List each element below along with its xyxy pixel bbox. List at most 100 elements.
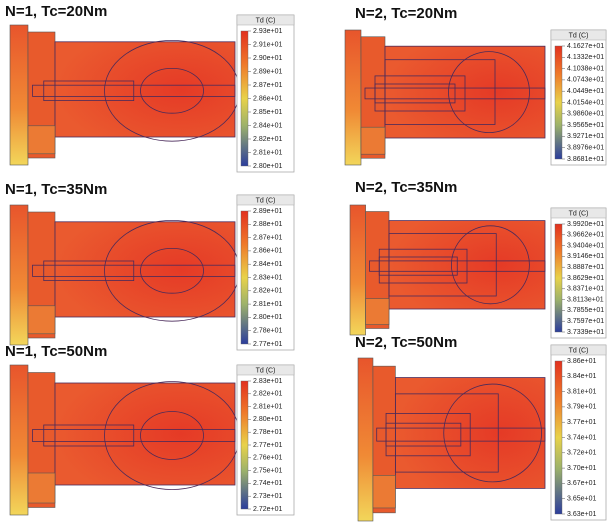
tick-label: 2.82e+01	[253, 136, 282, 143]
tick-label: 2.78e+01	[253, 429, 282, 436]
tick-label: 2.90e+01	[253, 55, 282, 62]
tick-label: 2.83e+01	[253, 378, 282, 385]
tick-label: 2.86e+01	[253, 248, 282, 255]
tick-label: 2.77e+01	[253, 442, 282, 449]
tick-label: 2.73e+01	[253, 493, 282, 500]
tick-label: 3.72e+01	[567, 450, 596, 457]
tick-label: 3.77e+01	[567, 419, 596, 426]
tick-label: 3.67e+01	[567, 480, 596, 487]
panel-title: N=2, Tc=20Nm	[355, 5, 457, 22]
color-scale	[555, 361, 562, 514]
lower-part	[28, 306, 55, 334]
color-scale	[555, 224, 562, 332]
tick-label: 3.9146e+01	[567, 253, 604, 260]
legend-title: Td (C)	[569, 210, 589, 217]
simulation-image	[350, 205, 545, 335]
colorbar-legend: Td (C) 2.93e+01 2.91e+01 2.90e+01 2.89e+01 2.…	[237, 15, 294, 172]
tick-label: 3.9404e+01	[567, 242, 604, 249]
field	[55, 222, 235, 317]
tick-label: 2.78e+01	[253, 328, 282, 335]
tick-label: 3.8113e+01	[567, 296, 604, 303]
tick-label: 3.63e+01	[567, 511, 596, 518]
tick-label: 2.89e+01	[253, 68, 282, 75]
tick-label: 3.79e+01	[567, 404, 596, 411]
tick-label: 2.77e+01	[253, 341, 282, 348]
tick-label: 4.0743e+01	[567, 77, 604, 84]
legend-title: Td (C)	[256, 17, 276, 24]
tick-label: 2.74e+01	[253, 480, 282, 487]
tick-label: 2.75e+01	[253, 467, 282, 474]
tick-label: 3.7855e+01	[567, 307, 604, 314]
panel-title: N=2, Tc=50Nm	[355, 334, 457, 351]
lower-part	[28, 473, 55, 503]
tick-label: 2.87e+01	[253, 82, 282, 89]
panel-title: N=2, Tc=35Nm	[355, 179, 457, 196]
left-strip	[10, 25, 28, 165]
tick-label: 2.82e+01	[253, 288, 282, 295]
tick-label: 3.81e+01	[567, 388, 596, 395]
tick-label: 3.84e+01	[567, 373, 596, 380]
panel-title: N=1, Tc=20Nm	[5, 3, 107, 20]
tick-label: 2.87e+01	[253, 234, 282, 241]
color-scale	[241, 381, 248, 509]
tick-label: 3.9860e+01	[567, 111, 604, 118]
simulation-image	[10, 365, 240, 515]
left-strip	[350, 205, 366, 335]
tick-label: 3.9271e+01	[567, 133, 604, 140]
tick-label: 4.1332e+01	[567, 54, 604, 61]
tick-label: 4.0154e+01	[567, 99, 604, 106]
tick-label: 2.80e+01	[253, 416, 282, 423]
tick-label: 2.72e+01	[253, 506, 282, 513]
color-scale	[555, 46, 562, 159]
figure: N=1, Tc=20Nm Td (C) 2.93e+01 2.91e+01 2.90e+…	[0, 0, 608, 522]
field	[55, 42, 235, 137]
field	[55, 383, 235, 485]
tick-label: 2.85e+01	[253, 109, 282, 116]
tick-label: 2.80e+01	[253, 163, 282, 170]
tick-label: 2.84e+01	[253, 261, 282, 268]
left-strip	[345, 30, 361, 165]
tick-label: 3.8629e+01	[567, 275, 604, 282]
color-scale	[241, 31, 248, 166]
tick-label: 2.76e+01	[253, 455, 282, 462]
tick-label: 2.88e+01	[253, 221, 282, 228]
tick-label: 3.74e+01	[567, 434, 596, 441]
tick-label: 2.93e+01	[253, 28, 282, 35]
tick-label: 3.8681e+01	[567, 156, 604, 163]
legend-title: Td (C)	[256, 197, 276, 204]
tick-label: 4.0449e+01	[567, 88, 604, 95]
simulation-image	[10, 25, 240, 165]
tick-label: 2.83e+01	[253, 274, 282, 281]
tick-label: 3.9662e+01	[567, 232, 604, 239]
simulation-image	[358, 358, 545, 521]
tick-label: 3.8887e+01	[567, 264, 604, 271]
tick-label: 3.9565e+01	[567, 122, 604, 129]
tick-label: 3.7339e+01	[567, 329, 604, 336]
simulation-image	[10, 205, 240, 345]
colorbar-legend: Td (C)3.9920e+013.9662e+013.9404e+013.91…	[551, 208, 606, 338]
tick-label: 4.1627e+01	[567, 43, 604, 50]
colorbar-legend: Td (C)4.1627e+014.1332e+014.1038e+014.07…	[551, 30, 606, 165]
tick-label: 3.86e+01	[567, 358, 596, 365]
lower-part	[366, 299, 389, 325]
lower-part	[373, 475, 395, 508]
tick-label: 3.8976e+01	[567, 145, 604, 152]
tick-label: 3.65e+01	[567, 496, 596, 503]
legend-title: Td (C)	[569, 347, 589, 354]
colorbar-legend: Td (C) 3.86e+01 3.84e+01 3.81e+01 3.79e+01 3.…	[551, 345, 606, 520]
lower-part	[361, 127, 385, 154]
panel-title: N=1, Tc=50Nm	[5, 343, 107, 360]
colorbar-legend: Td (C)2.83e+012.82e+012.81e+012.80e+012.…	[237, 365, 294, 515]
legend-title: Td (C)	[256, 367, 276, 374]
left-strip	[10, 365, 28, 515]
tick-label: 2.84e+01	[253, 122, 282, 129]
tick-label: 2.81e+01	[253, 149, 282, 156]
panel-title: N=1, Tc=35Nm	[5, 181, 107, 198]
tick-label: 2.91e+01	[253, 41, 282, 48]
legend-title: Td (C)	[569, 32, 589, 39]
tick-label: 3.8371e+01	[567, 286, 604, 293]
tick-label: 2.89e+01	[253, 208, 282, 215]
tick-label: 2.86e+01	[253, 95, 282, 102]
colorbar-legend: Td (C) 2.89e+01 2.88e+01 2.87e+01 2.86e+01 2.…	[237, 195, 294, 350]
tick-label: 3.70e+01	[567, 465, 596, 472]
